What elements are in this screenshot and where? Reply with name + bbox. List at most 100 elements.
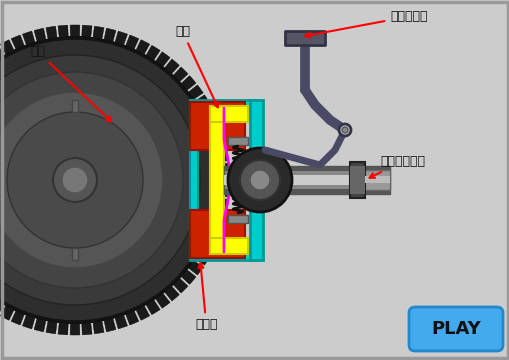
Wedge shape: [164, 286, 179, 301]
Wedge shape: [131, 50, 135, 56]
Wedge shape: [211, 195, 217, 198]
Wedge shape: [24, 308, 29, 315]
Wedge shape: [70, 323, 80, 335]
Wedge shape: [188, 85, 203, 100]
Wedge shape: [155, 52, 169, 67]
Bar: [210, 106, 247, 122]
Wedge shape: [146, 300, 160, 315]
Wedge shape: [206, 216, 213, 220]
Circle shape: [53, 158, 97, 202]
Bar: [359, 176, 389, 183]
Wedge shape: [4, 55, 9, 61]
Bar: [190, 210, 244, 258]
Wedge shape: [188, 260, 203, 275]
Wedge shape: [57, 316, 60, 322]
Bar: [210, 238, 247, 254]
Bar: [228, 137, 247, 145]
Wedge shape: [1, 305, 14, 320]
Wedge shape: [188, 100, 194, 105]
Circle shape: [228, 148, 292, 212]
Circle shape: [62, 167, 88, 193]
Circle shape: [0, 39, 216, 321]
Wedge shape: [180, 76, 195, 91]
Wedge shape: [150, 293, 155, 300]
Bar: [190, 102, 244, 150]
Wedge shape: [125, 35, 138, 50]
Bar: [228, 215, 247, 223]
Wedge shape: [35, 311, 39, 318]
Wedge shape: [205, 116, 219, 130]
Wedge shape: [111, 311, 115, 318]
Wedge shape: [46, 26, 57, 40]
Wedge shape: [140, 55, 146, 61]
Circle shape: [0, 92, 163, 268]
Bar: [190, 248, 258, 260]
Wedge shape: [173, 67, 188, 82]
Bar: [190, 100, 258, 112]
Text: 飛輪: 飛輪: [30, 45, 111, 121]
Wedge shape: [217, 187, 230, 197]
Wedge shape: [199, 237, 205, 241]
Wedge shape: [100, 40, 104, 46]
Wedge shape: [159, 287, 164, 293]
Circle shape: [240, 160, 279, 200]
Circle shape: [7, 112, 143, 248]
Wedge shape: [200, 241, 215, 255]
Wedge shape: [194, 95, 209, 109]
Wedge shape: [0, 300, 4, 315]
Text: PLAY: PLAY: [430, 320, 480, 338]
Wedge shape: [193, 246, 200, 251]
Wedge shape: [4, 299, 9, 305]
Wedge shape: [217, 163, 230, 173]
Wedge shape: [203, 130, 209, 134]
Wedge shape: [175, 272, 180, 278]
Wedge shape: [115, 315, 127, 329]
Wedge shape: [215, 198, 229, 209]
Bar: [249, 100, 263, 260]
Circle shape: [0, 55, 200, 305]
Wedge shape: [111, 42, 115, 49]
Text: 壓板: 壓板: [175, 25, 217, 107]
Wedge shape: [205, 230, 219, 244]
Wedge shape: [203, 226, 209, 230]
Wedge shape: [167, 280, 173, 286]
Wedge shape: [11, 310, 24, 325]
Bar: [223, 189, 389, 194]
Bar: [223, 175, 389, 185]
Wedge shape: [140, 299, 146, 305]
Bar: [223, 166, 389, 194]
Wedge shape: [164, 59, 179, 74]
Wedge shape: [93, 320, 104, 334]
Wedge shape: [68, 37, 71, 43]
Wedge shape: [35, 42, 39, 49]
Wedge shape: [58, 25, 68, 38]
Circle shape: [249, 170, 269, 190]
Wedge shape: [213, 139, 227, 151]
Circle shape: [338, 124, 350, 136]
Wedge shape: [188, 255, 194, 260]
Wedge shape: [0, 45, 4, 60]
Wedge shape: [200, 105, 215, 119]
Wedge shape: [14, 304, 19, 310]
Bar: [349, 166, 364, 194]
Wedge shape: [93, 26, 104, 40]
Wedge shape: [209, 206, 215, 209]
Wedge shape: [193, 109, 200, 114]
Wedge shape: [22, 315, 35, 329]
Circle shape: [0, 72, 183, 288]
Wedge shape: [34, 28, 46, 42]
Wedge shape: [46, 314, 49, 320]
Bar: [72, 248, 78, 260]
Wedge shape: [11, 35, 24, 50]
Wedge shape: [81, 322, 92, 335]
Wedge shape: [90, 316, 93, 322]
Wedge shape: [121, 45, 125, 52]
Bar: [349, 162, 364, 198]
Wedge shape: [58, 322, 68, 335]
Wedge shape: [206, 140, 213, 144]
Bar: [72, 100, 78, 112]
Wedge shape: [81, 25, 92, 38]
Wedge shape: [121, 308, 125, 315]
Wedge shape: [155, 293, 169, 308]
Bar: [285, 31, 324, 45]
